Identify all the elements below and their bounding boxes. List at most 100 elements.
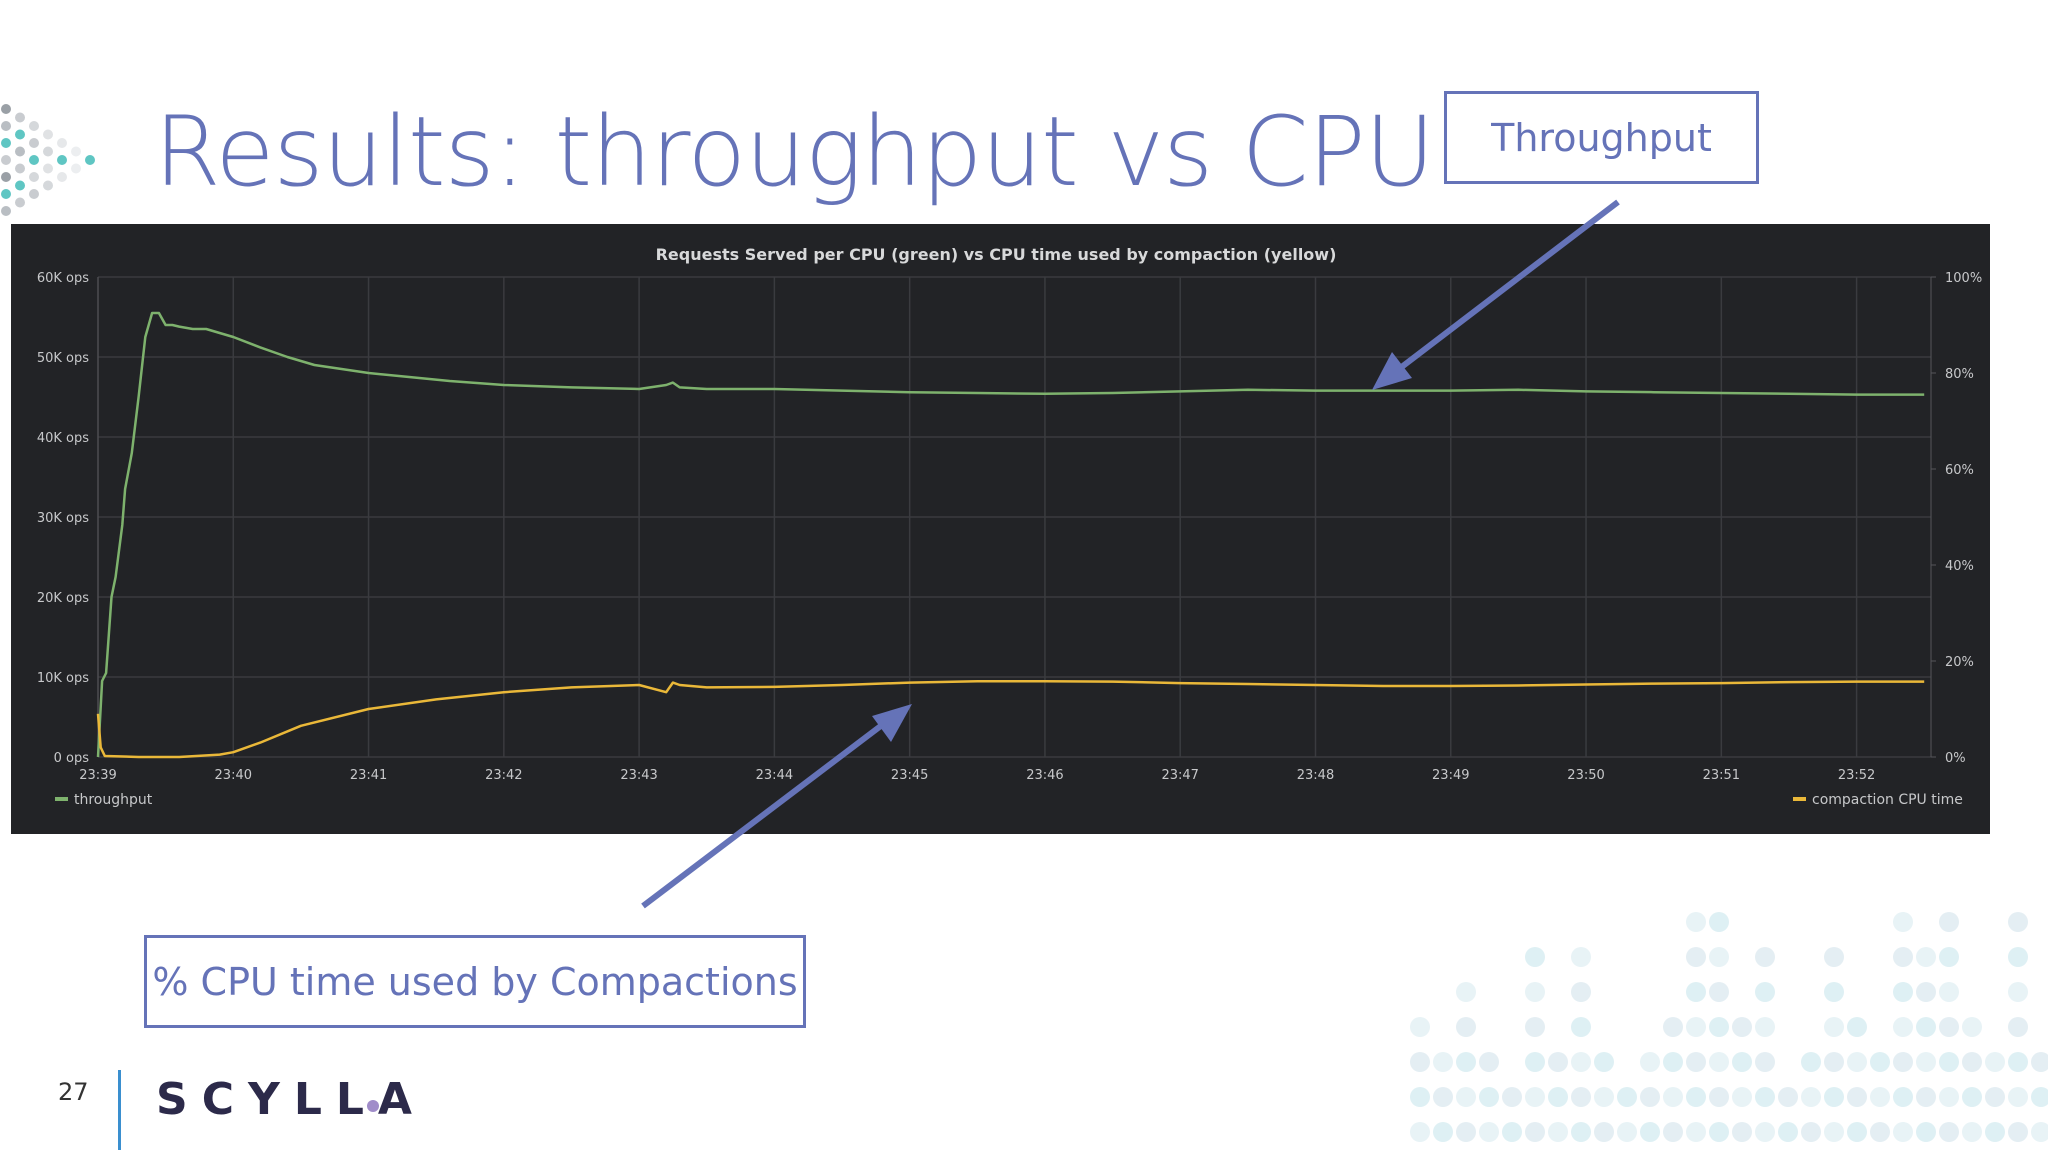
- decor-dot: [1594, 1122, 1614, 1142]
- decor-dot: [1410, 1052, 1430, 1072]
- decor-dot: [2008, 1087, 2028, 1107]
- decor-dot: [2031, 1087, 2048, 1107]
- decor-dot: [1571, 982, 1591, 1002]
- decor-dot: [1410, 1087, 1430, 1107]
- decor-dot: [1709, 982, 1729, 1002]
- decor-dot: [1824, 947, 1844, 967]
- decor-dot: [1870, 1087, 1890, 1107]
- decor-dot: [1709, 1017, 1729, 1037]
- decor-dot: [1571, 1087, 1591, 1107]
- decor-dot: [2008, 1017, 2028, 1037]
- y-right-tick-label: 60%: [1945, 463, 1974, 478]
- decor-dot: [1663, 1087, 1683, 1107]
- x-tick-label: 23:43: [620, 768, 657, 783]
- decor-dot: [1732, 1122, 1752, 1142]
- decor-dot: [29, 172, 39, 182]
- decorative-dots-right: [1410, 912, 2048, 1142]
- decor-dot: [1640, 1087, 1660, 1107]
- decor-dot: [1962, 1087, 1982, 1107]
- decor-dot: [1525, 1017, 1545, 1037]
- decor-dot: [1916, 982, 1936, 1002]
- decor-dot: [1709, 912, 1729, 932]
- decor-dot: [71, 146, 81, 157]
- y-left-tick-label: 50K ops: [37, 351, 89, 366]
- y-right-tick-label: 0%: [1945, 751, 1966, 766]
- decor-dot: [57, 155, 67, 165]
- decor-dot: [15, 112, 25, 123]
- decor-dot: [1617, 1087, 1637, 1107]
- decor-dot: [1870, 1052, 1890, 1072]
- decor-dot: [1755, 1122, 1775, 1142]
- decor-dot: [43, 180, 53, 191]
- decor-dot: [1571, 1017, 1591, 1037]
- footer-divider: [118, 1070, 121, 1150]
- decor-dot: [1801, 1052, 1821, 1072]
- y-right-tick-label: 40%: [1945, 559, 1974, 574]
- decor-dot: [85, 155, 95, 165]
- decor-dot: [71, 163, 81, 174]
- x-tick-label: 23:49: [1432, 768, 1469, 783]
- decorative-dots-left: [1, 104, 95, 216]
- decor-dot: [2031, 1122, 2048, 1142]
- decor-dot: [1502, 1122, 1522, 1142]
- decor-dot: [1525, 1122, 1545, 1142]
- legend-label-compaction: compaction CPU time: [1812, 792, 1963, 808]
- decor-dot: [1479, 1052, 1499, 1072]
- x-tick-label: 23:46: [1026, 768, 1063, 783]
- decor-dot: [1916, 947, 1936, 967]
- decor-dot: [1617, 1122, 1637, 1142]
- decor-dot: [1893, 1122, 1913, 1142]
- decor-dot: [1686, 1052, 1706, 1072]
- x-tick-label: 23:41: [350, 768, 387, 783]
- decor-dot: [1893, 912, 1913, 932]
- decor-dot: [1456, 1017, 1476, 1037]
- decor-dot: [1548, 1052, 1568, 1072]
- decor-dot: [1663, 1017, 1683, 1037]
- y-left-tick-label: 0 ops: [54, 751, 90, 766]
- decor-dot: [29, 189, 39, 199]
- decor-dot: [2008, 982, 2028, 1002]
- legend-label-throughput: throughput: [74, 792, 153, 808]
- decor-dot: [1801, 1087, 1821, 1107]
- throughput-callout: Throughput: [1444, 91, 1759, 184]
- decor-dot: [1962, 1052, 1982, 1072]
- decor-dot: [1686, 947, 1706, 967]
- x-tick-label: 23:44: [756, 768, 793, 783]
- y-right-tick-label: 80%: [1945, 367, 1974, 382]
- decor-dot: [1709, 947, 1729, 967]
- decor-dot: [1, 172, 11, 182]
- decor-dot: [1939, 947, 1959, 967]
- decor-dot: [1893, 947, 1913, 967]
- decor-dot: [1870, 1122, 1890, 1142]
- decor-dot: [1663, 1122, 1683, 1142]
- decor-dot: [1456, 1087, 1476, 1107]
- decor-dot: [1893, 982, 1913, 1002]
- decor-dot: [1755, 947, 1775, 967]
- page-number: 27: [58, 1078, 89, 1106]
- decor-dot: [1893, 1052, 1913, 1072]
- decor-dot: [1778, 1087, 1798, 1107]
- decor-dot: [29, 138, 39, 148]
- decor-dot: [2008, 1052, 2028, 1072]
- decor-dot: [2008, 947, 2028, 967]
- decor-dot: [1525, 947, 1545, 967]
- decor-dot: [2031, 1052, 2048, 1072]
- x-tick-label: 23:45: [891, 768, 928, 783]
- decor-dot: [1916, 1017, 1936, 1037]
- decor-dot: [1525, 1052, 1545, 1072]
- chart: Requests Served per CPU (green) vs CPU t…: [37, 245, 1982, 808]
- decor-dot: [43, 146, 53, 157]
- decor-dot: [1, 138, 11, 148]
- decor-dot: [1801, 1122, 1821, 1142]
- x-tick-label: 23:42: [485, 768, 522, 783]
- series-line-throughput: [96, 311, 1925, 758]
- chart-grid: [97, 276, 1931, 758]
- decor-dot: [1410, 1122, 1430, 1142]
- decor-dot: [1456, 1122, 1476, 1142]
- decor-dot: [1732, 1017, 1752, 1037]
- decor-dot: [1916, 1087, 1936, 1107]
- decor-dot: [1824, 1122, 1844, 1142]
- decor-dot: [1939, 1017, 1959, 1037]
- x-tick-label: 23:39: [79, 768, 116, 783]
- decor-dot: [1433, 1052, 1453, 1072]
